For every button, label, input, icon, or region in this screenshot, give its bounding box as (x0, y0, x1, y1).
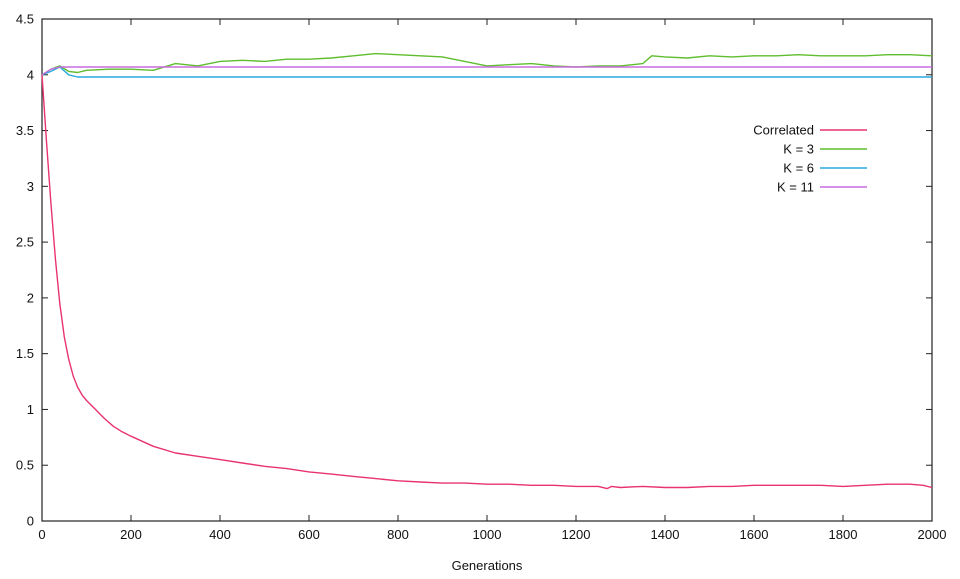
x-tick-label: 1600 (740, 527, 769, 542)
series-lines (41, 52, 933, 490)
series-line-correlated (41, 74, 933, 490)
series-line-k-6 (41, 66, 932, 78)
y-tick-label: 1 (27, 402, 34, 417)
y-tick-label: 0.5 (16, 458, 34, 473)
y-tick-label: 4 (27, 67, 34, 82)
x-tick-label: 2000 (918, 527, 947, 542)
x-axis-title: Generations (452, 558, 523, 573)
series-line-k-11 (41, 66, 932, 76)
legend-label-k-6: K = 6 (783, 161, 814, 176)
y-tick-label: 1.5 (16, 346, 34, 361)
y-tick-label: 3.5 (16, 123, 34, 138)
x-tick-label: 1800 (829, 527, 858, 542)
legend-label-k-11: K = 11 (777, 180, 814, 195)
x-tick-label: 200 (120, 527, 142, 542)
legend-label-correlated: Correlated (753, 123, 814, 138)
y-tick-label: 0 (27, 514, 34, 529)
x-tick-label: 600 (298, 527, 320, 542)
y-tick-label: 3 (27, 179, 34, 194)
y-tick-label: 2 (27, 290, 34, 305)
x-tick-label: 400 (209, 527, 231, 542)
plot-frame (41, 18, 933, 522)
axis-ticks: 0 200 400 600 800 1000 1200 1400 1600 1800 2000 0 0.… (16, 12, 947, 543)
legend: Correlated K = 3 K = 6 K = 11 (753, 123, 867, 195)
x-tick-label: 800 (387, 527, 409, 542)
x-tick-label: 1400 (651, 527, 680, 542)
y-tick-label: 2.5 (16, 235, 34, 250)
x-tick-label: 0 (38, 527, 45, 542)
series-line-k-3 (41, 52, 933, 76)
y-tick-label: 4.5 (16, 12, 34, 27)
x-tick-label: 1200 (562, 527, 591, 542)
x-tick-label: 1000 (473, 527, 502, 542)
legend-label-k-3: K = 3 (783, 142, 814, 157)
